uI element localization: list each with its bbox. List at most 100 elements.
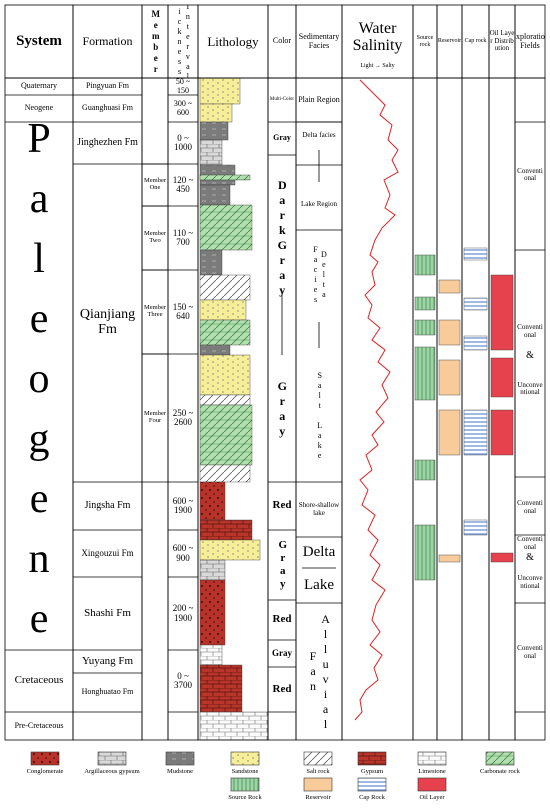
- layer: [199, 103, 233, 123]
- cell-text: Color: [272, 36, 292, 46]
- cell-text: Alluvial Fan: [306, 611, 333, 732]
- layer: [199, 464, 251, 483]
- layer: [199, 539, 261, 561]
- cell-text: Sedimentary Facies: [298, 32, 340, 50]
- cell-text: 0 ~ 1000: [174, 132, 192, 152]
- layer: [463, 247, 488, 261]
- legend-swatch: [357, 751, 387, 766]
- cell-text: 0 ~ 3700: [174, 670, 192, 690]
- cell-text: Gray: [272, 647, 292, 658]
- cell-text: Plain Region: [298, 94, 340, 104]
- layer: [463, 335, 488, 351]
- legend-swatch: [303, 777, 333, 792]
- cell-text: System: [16, 32, 62, 49]
- cell-text: 600 ~ 900: [172, 543, 194, 563]
- layer: [199, 299, 247, 321]
- legend-swatch: [30, 751, 60, 766]
- cell-text: 50 ~ 150: [175, 78, 191, 95]
- layer: [490, 274, 514, 351]
- cell-text: Reservoir: [305, 793, 331, 801]
- cell-text: Member One: [143, 177, 167, 191]
- cell-text: Gypsum: [360, 767, 384, 775]
- cell-text: Limestone: [418, 767, 446, 775]
- legend-swatch: [417, 777, 447, 792]
- cell-text: Reservoir: [437, 38, 462, 45]
- cell-border: [461, 77, 490, 741]
- cell-border: [436, 77, 463, 741]
- layer: [199, 274, 251, 301]
- layer: [199, 344, 231, 356]
- cell-text: Water Salinity: [352, 20, 403, 55]
- cell-text: Conventional: [517, 166, 543, 182]
- cell-text: Neogene: [24, 103, 54, 113]
- cell-text: 150 ~ 640: [172, 301, 194, 321]
- cell-text: Lake Region: [301, 200, 337, 209]
- cell-text: Exploration Fields: [515, 32, 545, 50]
- layer: [199, 204, 253, 251]
- cell-text: Cap rock: [464, 38, 487, 45]
- cell-text: Conventional: [517, 535, 543, 551]
- cell-text: Sandstone: [231, 767, 259, 775]
- cell-text: Member Two: [143, 230, 167, 244]
- layer: [490, 409, 514, 456]
- legend-swatch: [417, 751, 447, 766]
- layer: [463, 409, 488, 456]
- cell-text: Gray: [276, 539, 289, 591]
- layer: [438, 409, 461, 456]
- cell-text: Mudstone: [167, 767, 193, 775]
- cell-border: [488, 77, 516, 741]
- cell-text: Paleogene: [16, 122, 63, 650]
- cell-text: 110 ~ 700: [172, 227, 194, 247]
- layer: [199, 404, 253, 466]
- layer: [414, 524, 436, 581]
- cell-text: DarkGray: [275, 177, 290, 298]
- layer: [438, 359, 461, 396]
- legend-swatch: [230, 751, 260, 766]
- cell-text: Light → Salty: [360, 63, 395, 70]
- layer: [199, 559, 226, 581]
- cell-border: [412, 77, 438, 741]
- layer: [199, 664, 243, 713]
- cell-text: Cap Rock: [359, 793, 385, 801]
- layer: [199, 77, 241, 105]
- cell-text: 200 ~ 1900: [172, 603, 194, 623]
- layer: [463, 519, 488, 536]
- legend-swatch: [97, 751, 127, 766]
- cell-text: Conventional: [517, 323, 543, 339]
- cell-text: Honghuatao Fm: [81, 687, 134, 697]
- legend-swatch: [357, 777, 387, 792]
- cell-text: Argillaceous gypsum: [84, 767, 140, 775]
- layer: [438, 319, 461, 346]
- legend-swatch: [165, 751, 195, 766]
- layer: [414, 319, 436, 336]
- cell-text: Unconventional: [517, 574, 543, 590]
- cell-text: Formation: [82, 34, 133, 49]
- cell-border: [341, 77, 414, 741]
- cell-text: Yuyang Fm: [81, 654, 134, 667]
- layer: [490, 357, 514, 398]
- cell-text: Shashi Fm: [84, 606, 131, 619]
- cell-text: Delta: [302, 543, 336, 560]
- layer: [199, 579, 226, 646]
- layer: [199, 711, 269, 741]
- cell-text: Delta facies: [302, 131, 336, 140]
- cell-text: Quaternary: [21, 81, 57, 91]
- layer: [463, 297, 488, 311]
- layer: [414, 346, 436, 401]
- cell-text: Salt Lake: [315, 371, 325, 461]
- cell-text: Conventional: [517, 644, 543, 660]
- layer: [199, 644, 223, 666]
- cell-text: Lithology: [207, 33, 259, 49]
- cell-text: Jingsha Fm: [84, 499, 131, 511]
- layer: [199, 184, 231, 206]
- cell-text: Interval Thickness/m: [175, 5, 193, 78]
- cell-text: Guanghuasi Fm: [82, 103, 133, 113]
- layer: [438, 554, 461, 563]
- cell-text: Conglomerate: [26, 767, 64, 775]
- layer: [199, 139, 223, 166]
- cell-text: Pingyuan Fm: [86, 81, 129, 91]
- layer: [199, 481, 226, 521]
- cell-text: Gray: [273, 133, 291, 143]
- cell-text: Shore-shallow lake: [298, 501, 340, 517]
